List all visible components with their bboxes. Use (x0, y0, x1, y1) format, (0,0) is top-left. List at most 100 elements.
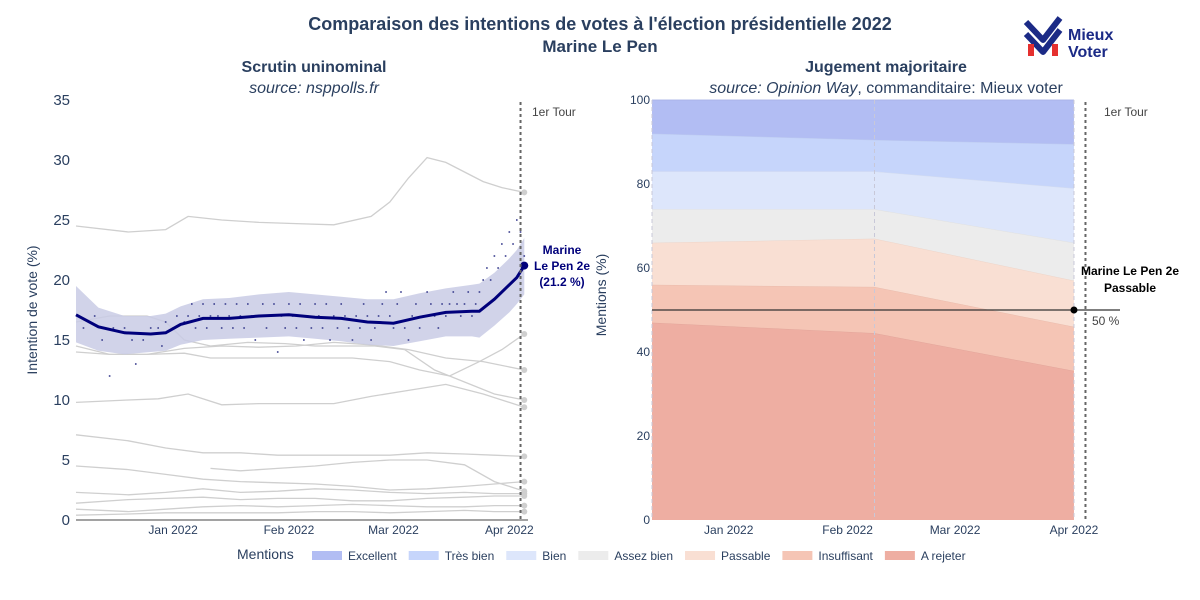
left-panel-source: source: nsppolls.fr (249, 80, 380, 97)
poll-point-1 (93, 315, 96, 317)
left-y-axis-title: Intention de vote (%) (24, 245, 40, 374)
other-candidate-end-0 (521, 189, 528, 196)
mention-area-6 (652, 100, 1074, 145)
main-confidence-band (76, 238, 525, 355)
poll-point-16 (187, 315, 189, 317)
poll-point-37 (265, 327, 268, 329)
other-candidate-end-4 (521, 404, 528, 411)
mention-area-4 (652, 171, 1074, 243)
poll-point-57 (340, 303, 343, 305)
left-end-label-line2: Le Pen 2e (534, 259, 590, 273)
poll-point-101 (504, 255, 507, 257)
poll-point-82 (433, 315, 436, 317)
other-candidate-end-10 (521, 502, 528, 509)
main-subtitle: Marine Le Pen (542, 37, 657, 56)
poll-point-40 (276, 351, 279, 353)
poll-point-80 (426, 291, 428, 293)
right-y-tick-100: 100 (630, 93, 650, 107)
poll-point-64 (366, 315, 369, 317)
poll-point-25 (220, 327, 223, 329)
poll-point-104 (515, 219, 518, 221)
left-y-tick-20: 20 (53, 272, 70, 289)
right-y-axis-title: Mentions (%) (593, 254, 609, 336)
poll-point-31 (243, 327, 245, 329)
right-panel-title: Jugement majoritaire (805, 59, 967, 76)
main-title: Comparaison des intentions de votes à l'… (308, 14, 891, 34)
poll-point-4 (112, 327, 115, 329)
legend-swatch-2 (506, 551, 537, 560)
other-candidate-line-8 (75, 488, 525, 496)
poll-point-23 (213, 303, 216, 305)
poll-point-60 (351, 339, 354, 341)
left-y-tick-25: 25 (53, 212, 70, 229)
poll-point-5 (123, 327, 126, 329)
right-x-tick-2: Mar 2022 (930, 523, 981, 537)
left-end-label-line3: (21.2 %) (539, 275, 584, 289)
mention-area-5 (652, 133, 1074, 189)
right-panel-source-rest: , commanditaire: Mieux voter (857, 80, 1063, 97)
poll-point-88 (456, 303, 458, 305)
poll-point-84 (441, 303, 443, 305)
poll-point-54 (329, 339, 331, 341)
poll-point-63 (362, 303, 365, 305)
left-plot-area: 0 5 10 15 20 25 30 35 Jan 2022 Feb 2022 Mar 2022 Ap… (53, 92, 534, 537)
poll-point-21 (205, 327, 208, 329)
left-y-tick-15: 15 (53, 332, 70, 349)
right-y-tick-60: 60 (637, 261, 651, 275)
other-candidate-line-3 (75, 333, 525, 377)
poll-point-22 (209, 315, 212, 317)
left-x-tick-0: Jan 2022 (148, 523, 198, 537)
poll-point-6 (131, 339, 133, 341)
poll-point-45 (295, 327, 298, 329)
left-panel-title: Scrutin uninominal (242, 59, 387, 76)
poll-point-59 (347, 327, 350, 329)
poll-point-85 (445, 315, 447, 317)
poll-point-95 (482, 279, 484, 281)
left-x-tick-1: Feb 2022 (264, 523, 315, 537)
poll-point-17 (191, 303, 193, 305)
main-candidate-line (75, 264, 526, 336)
poll-point-97 (489, 279, 492, 281)
legend-label-5: Insuffisant (818, 549, 873, 563)
right-y-tick-80: 80 (637, 177, 651, 191)
left-y-tick-35: 35 (53, 92, 70, 109)
left-x-tick-2: Mar 2022 (368, 523, 419, 537)
poll-point-77 (415, 303, 417, 305)
poll-point-9 (149, 327, 152, 329)
poll-point-65 (370, 339, 372, 341)
poll-point-102 (508, 231, 511, 233)
poll-point-34 (254, 339, 257, 341)
poll-point-26 (224, 303, 227, 305)
poll-point-39 (273, 303, 275, 305)
logo-text-top: Mieux (1068, 27, 1113, 44)
poll-point-11 (161, 345, 163, 347)
poll-point-94 (478, 291, 481, 293)
poll-point-46 (299, 303, 301, 305)
poll-point-2 (101, 339, 103, 341)
poll-point-42 (284, 327, 286, 329)
poll-point-93 (474, 303, 477, 305)
fifty-percent-marker (1070, 306, 1078, 314)
other-candidate-end-9 (521, 493, 528, 499)
poll-point-78 (418, 327, 421, 329)
legend-swatch-6 (884, 551, 915, 560)
fifty-percent-label: 50 % (1092, 314, 1120, 328)
legend-label-2: Bien (542, 549, 566, 563)
left-y-tick-10: 10 (53, 392, 70, 409)
other-candidate-line-6 (75, 465, 525, 491)
poll-point-96 (486, 267, 488, 269)
poll-point-61 (355, 315, 357, 317)
logo-red-bar-2 (1052, 44, 1058, 56)
left-y-tick-30: 30 (53, 152, 70, 169)
poll-point-53 (325, 303, 328, 305)
right-end-label-line2: Passable (1104, 281, 1156, 295)
right-first-round-label: 1er Tour (1104, 105, 1148, 119)
poll-point-67 (377, 315, 380, 317)
poll-point-43 (288, 303, 290, 305)
poll-point-98 (493, 255, 496, 257)
legend-title: Mentions (237, 546, 294, 562)
legend-label-3: Assez bien (614, 549, 673, 563)
legend-swatch-5 (782, 551, 813, 560)
mention-area-0 (652, 322, 1074, 520)
